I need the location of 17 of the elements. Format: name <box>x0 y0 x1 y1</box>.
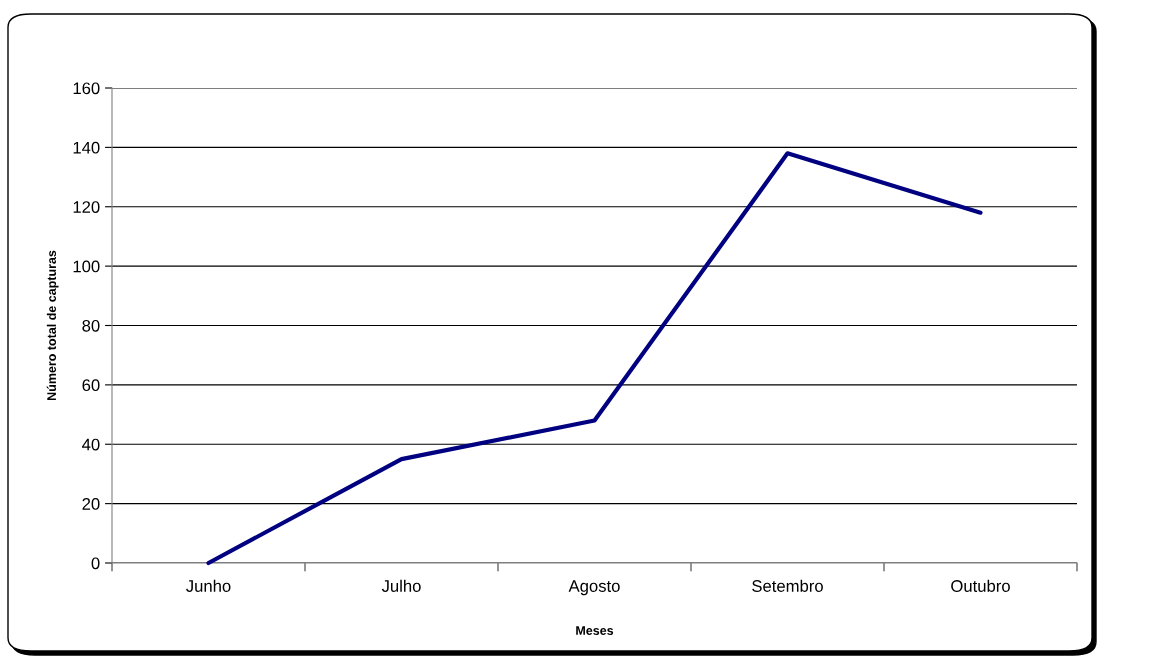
y-tick-label: 80 <box>82 319 100 332</box>
x-axis-title: Meses <box>576 626 614 635</box>
y-tick-label: 100 <box>73 260 100 273</box>
y-axis-title: Número total de capturas <box>46 250 59 401</box>
y-tick-label: 60 <box>82 379 100 392</box>
x-tick-label: Setembro <box>752 579 823 592</box>
y-tick-label: 140 <box>73 141 100 154</box>
line-series <box>206 151 983 566</box>
x-tick-label: Junho <box>186 579 231 592</box>
x-tick-label: Outubro <box>951 579 1010 592</box>
y-tick-label: 120 <box>73 201 100 213</box>
y-tick-label: 0 <box>91 557 100 570</box>
x-tick-label: Agosto <box>568 580 620 596</box>
y-tick-label: 160 <box>73 82 100 95</box>
y-tick-label: 40 <box>82 438 100 451</box>
x-tick-label: Julho <box>381 579 421 592</box>
y-tick-label: 20 <box>82 498 100 510</box>
